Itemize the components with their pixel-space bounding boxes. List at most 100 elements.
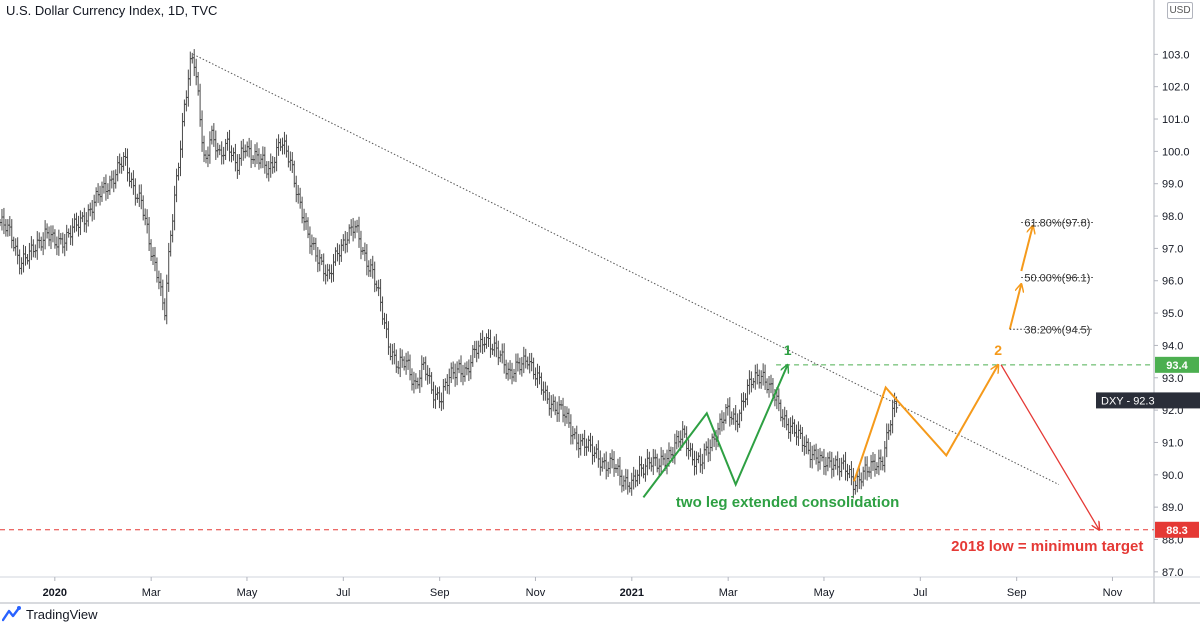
- price-bar: [49, 225, 53, 250]
- price-bar: [149, 239, 153, 262]
- price-bar: [14, 238, 18, 256]
- price-bar: [451, 361, 455, 380]
- price-bar: [573, 428, 577, 440]
- price-bar: [724, 404, 728, 424]
- price-bar: [484, 333, 489, 349]
- price-bar: [229, 145, 234, 163]
- price-bar: [792, 419, 797, 437]
- price-bar: [198, 83, 202, 127]
- price-bar: [300, 196, 304, 224]
- price-bar: [182, 99, 187, 127]
- target-label: 2018 low = minimum target: [951, 538, 1143, 555]
- price-bar: [386, 321, 391, 355]
- price-bar: [657, 458, 661, 476]
- price-bar: [524, 348, 528, 369]
- fib-level-label: 61.80%(97.8): [1024, 218, 1090, 230]
- price-bar: [16, 237, 20, 265]
- price-bar: [384, 313, 389, 339]
- price-bar: [806, 438, 810, 455]
- price-bar: [832, 457, 836, 477]
- price-bar: [885, 423, 889, 458]
- price-bar: [125, 148, 130, 182]
- price-bar: [840, 457, 844, 477]
- price-bar: [345, 231, 349, 253]
- price-bar: [581, 433, 585, 446]
- price-bar: [276, 134, 281, 156]
- price-bar: [588, 432, 593, 453]
- price-bar: [602, 453, 606, 470]
- price-bar: [392, 342, 396, 365]
- wave-2-label: 2: [994, 342, 1002, 358]
- price-bar: [10, 219, 14, 249]
- price-bar: [641, 463, 646, 479]
- price-bar: [18, 249, 22, 275]
- price-bar: [27, 242, 32, 269]
- price-bar: [51, 225, 55, 243]
- price-bar: [834, 455, 838, 470]
- price-bar: [722, 412, 726, 431]
- price-bar: [12, 236, 16, 252]
- price-bar: [131, 170, 136, 195]
- price-bar: [781, 409, 785, 428]
- price-bar: [561, 397, 565, 423]
- price-bar: [120, 156, 124, 174]
- price-bar: [669, 446, 673, 459]
- price-bar: [388, 343, 392, 361]
- price-bar: [143, 208, 147, 226]
- price-bar: [74, 212, 79, 232]
- price-bar: [618, 456, 622, 486]
- price-bar: [161, 279, 165, 311]
- price-bar: [720, 410, 724, 432]
- price-bar: [704, 441, 708, 456]
- y-tick-label: 96.0: [1162, 276, 1183, 288]
- price-bar: [237, 153, 241, 175]
- price-bar: [422, 357, 426, 370]
- price-bar: [496, 340, 500, 366]
- price-bar: [0, 208, 4, 231]
- price-bar: [394, 349, 398, 373]
- y-tick-label: 98.0: [1162, 211, 1183, 223]
- price-bar: [675, 430, 679, 450]
- price-bar: [19, 257, 24, 275]
- tradingview-logo-text: TradingView: [26, 606, 98, 622]
- price-bar: [382, 312, 387, 329]
- price-bar: [284, 134, 289, 158]
- price-bar: [282, 131, 287, 155]
- y-tick-label: 101.0: [1162, 114, 1190, 126]
- price-bar: [606, 461, 610, 477]
- price-bar: [514, 353, 518, 383]
- price-bar: [604, 451, 608, 480]
- price-bar: [341, 234, 345, 252]
- price-bar: [753, 364, 757, 390]
- price-bar: [692, 450, 697, 476]
- price-bar: [853, 480, 857, 495]
- price-bar: [488, 329, 493, 358]
- price-bar: [437, 386, 442, 409]
- price-bar: [777, 388, 781, 412]
- price-bar: [61, 232, 65, 254]
- price-bar: [847, 465, 852, 479]
- price-bar: [353, 220, 357, 239]
- price-bar: [290, 152, 294, 173]
- price-bar: [598, 450, 602, 476]
- x-tick-label: Jul: [913, 587, 927, 599]
- price-bar: [612, 451, 616, 477]
- price-bar: [200, 110, 204, 152]
- price-bar: [2, 207, 6, 235]
- price-bar: [375, 280, 379, 292]
- price-bar: [90, 199, 94, 222]
- price-bar: [814, 443, 818, 465]
- price-bar: [359, 230, 363, 260]
- price-bar: [102, 176, 106, 194]
- price-bar: [153, 246, 157, 272]
- fib-level-label: 38.20%(94.5): [1024, 324, 1090, 336]
- price-bar: [67, 228, 71, 238]
- price-bar: [471, 345, 475, 367]
- orange-target-arrow-1: [1008, 284, 1022, 330]
- price-bar: [881, 456, 885, 471]
- price-bar: [267, 161, 271, 182]
- tradingview-logo[interactable]: TradingView: [2, 605, 98, 623]
- currency-button[interactable]: USD: [1167, 2, 1193, 19]
- price-bar: [351, 217, 355, 242]
